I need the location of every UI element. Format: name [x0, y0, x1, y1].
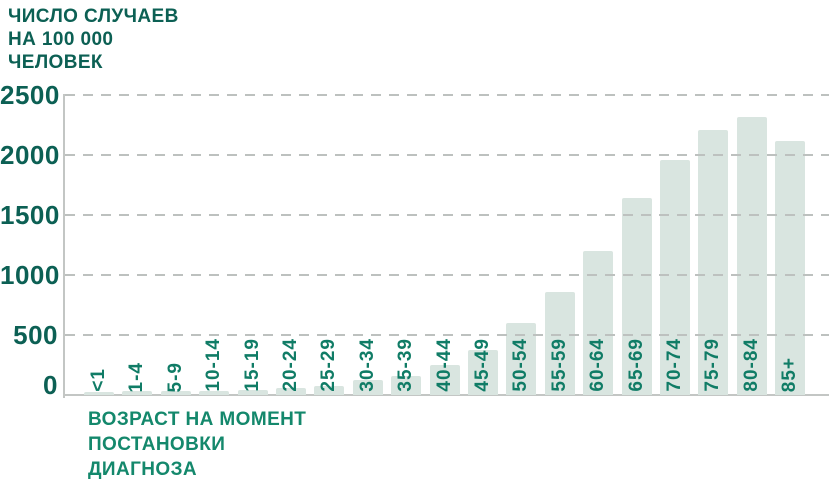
x-category-label: <1	[88, 368, 109, 392]
x-category-label: 35-39	[395, 338, 416, 392]
x-category-label: 5-9	[165, 361, 186, 392]
y-tick-label: 0	[43, 370, 58, 400]
gridline-1500	[65, 214, 829, 216]
x-category-label: 80-84	[741, 338, 762, 392]
bar	[660, 160, 690, 395]
x-category-label: 45-49	[472, 338, 493, 392]
gridline-500	[65, 334, 829, 336]
bar	[84, 392, 114, 395]
x-category-label: 1-4	[126, 361, 147, 392]
gridline-1000	[65, 274, 829, 276]
bar	[161, 391, 191, 395]
y-tick-label: 500	[13, 320, 58, 350]
y-axis-line	[63, 94, 65, 398]
x-category-label: 15-19	[242, 338, 263, 392]
x-category-label: 10-14	[203, 338, 224, 392]
x-category-label: 50-54	[510, 338, 531, 392]
x-axis-title-line: ВОЗРАСТ НА МОМЕНТ	[88, 409, 307, 430]
bar	[545, 292, 575, 395]
x-axis-line	[63, 394, 829, 396]
bar	[314, 386, 344, 395]
x-category-label: 60-64	[587, 338, 608, 392]
gridline-2000	[65, 154, 829, 156]
x-category-label: 30-34	[357, 338, 378, 392]
bar	[775, 141, 805, 395]
bar	[391, 376, 421, 395]
y-axis-title-line: НА 100 000	[8, 29, 114, 50]
x-category-label: 55-59	[549, 338, 570, 392]
x-category-label: 65-69	[626, 338, 647, 392]
bar	[199, 391, 229, 395]
x-axis-title-line: ПОСТАНОВКИ	[88, 434, 226, 455]
bar	[468, 350, 498, 395]
y-axis-title-line: ЧИСЛО СЛУЧАЕВ	[8, 6, 179, 27]
x-axis-title-line: ДИАГНОЗА	[88, 459, 198, 480]
y-axis-title-line: ЧЕЛОВЕК	[8, 52, 103, 73]
x-category-label: 20-24	[280, 338, 301, 392]
x-category-label: 25-29	[318, 338, 339, 392]
bar	[238, 390, 268, 395]
y-tick-label: 1000	[0, 260, 60, 290]
bar	[622, 198, 652, 395]
bar	[276, 388, 306, 395]
x-category-label: 70-74	[664, 338, 685, 392]
x-category-label: 75-79	[702, 338, 723, 392]
bar	[430, 365, 460, 395]
y-tick-label: 2500	[0, 80, 60, 110]
y-axis-title: ЧИСЛО СЛУЧАЕВ НА 100 000 ЧЕЛОВЕК	[8, 5, 179, 74]
y-tick-label: 1500	[0, 200, 60, 230]
bar	[737, 117, 767, 395]
bar	[122, 391, 152, 395]
y-tick-label: 2000	[0, 140, 60, 170]
gridline-2500	[65, 94, 829, 96]
bar	[698, 130, 728, 395]
x-category-label: 40-44	[434, 338, 455, 392]
bar	[353, 380, 383, 395]
x-axis-title: ВОЗРАСТ НА МОМЕНТ ПОСТАНОВКИ ДИАГНОЗА	[88, 407, 306, 480]
x-category-label: 85+	[779, 356, 800, 392]
